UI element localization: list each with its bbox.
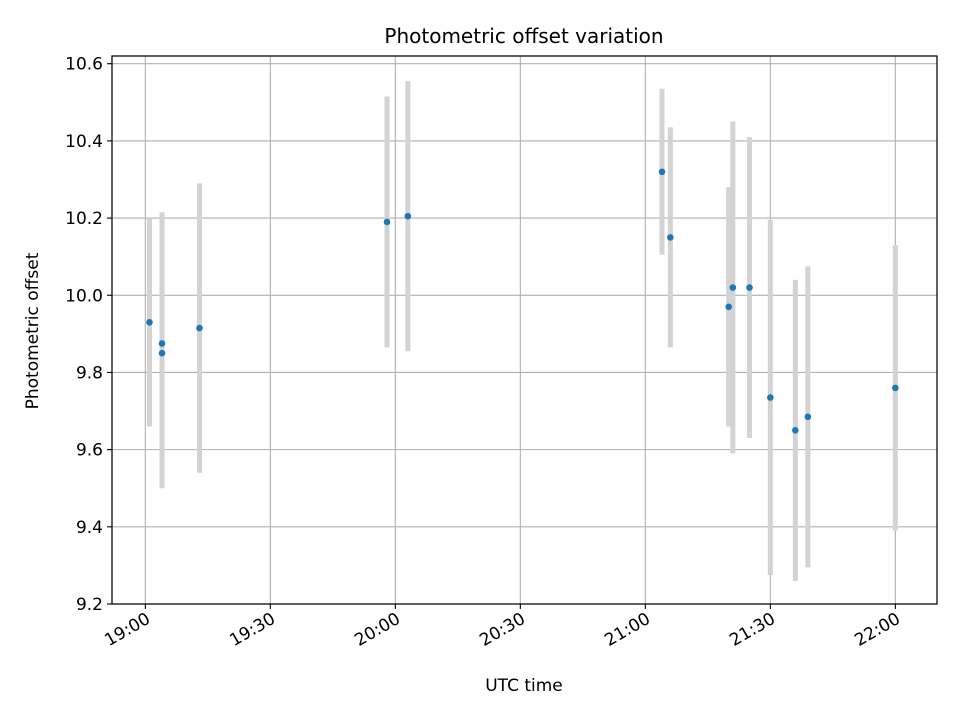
data-point — [667, 234, 674, 241]
y-tick-label: 10.0 — [65, 286, 103, 306]
y-tick-label: 10.6 — [65, 55, 103, 75]
data-point — [658, 168, 666, 176]
data-point — [892, 384, 899, 392]
y-axis-ticks: 9.2 9.4 9.6 9.8 10.0 10.2 10.4 10.6 — [65, 55, 112, 615]
data-point — [792, 427, 799, 434]
data-point — [383, 218, 391, 226]
chart-title: Photometric offset variation — [384, 24, 663, 48]
x-axis-label: UTC time — [485, 676, 563, 696]
data-point — [746, 284, 753, 291]
data-point — [804, 413, 812, 421]
data-point — [404, 212, 412, 220]
data-point — [158, 349, 166, 357]
data-point — [725, 303, 732, 311]
y-tick-label: 9.8 — [76, 363, 103, 383]
y-tick-label: 9.4 — [76, 518, 103, 538]
data-point — [729, 284, 737, 291]
y-tick-label: 9.6 — [76, 441, 103, 461]
y-tick-label: 10.4 — [65, 132, 103, 152]
plot-frame — [111, 55, 938, 605]
y-tick-label: 9.2 — [76, 595, 103, 615]
y-axis-label: Photometric offset — [23, 252, 43, 409]
y-tick-label: 10.2 — [65, 209, 103, 229]
data-point — [158, 340, 166, 347]
data-point — [146, 318, 153, 326]
data-points — [146, 168, 899, 434]
data-point — [767, 394, 774, 401]
data-point — [196, 324, 203, 332]
